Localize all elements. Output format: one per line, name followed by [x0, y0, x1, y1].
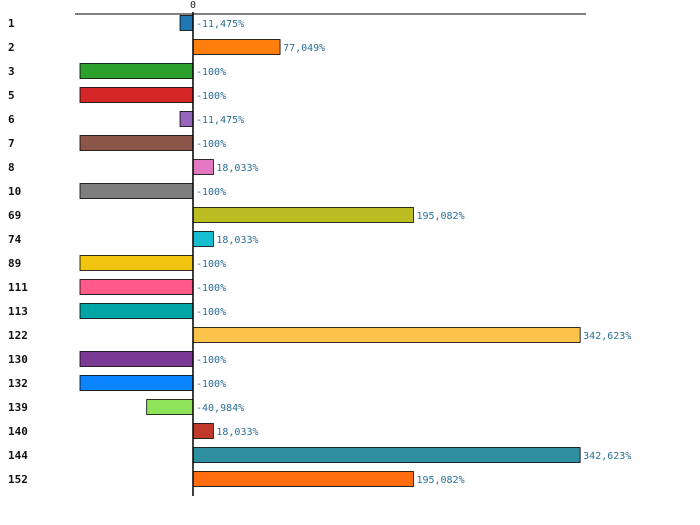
value-label-3: -100%	[196, 67, 226, 78]
bars-group	[79, 15, 581, 487]
bar-111	[79, 279, 194, 295]
bar-6	[179, 111, 194, 127]
value-label-140: 18,033%	[216, 427, 258, 438]
category-label-130: 130	[8, 353, 28, 366]
category-label-7: 7	[8, 137, 15, 150]
value-label-2: 77,049%	[283, 43, 325, 54]
bar-1	[179, 15, 194, 31]
bar-7	[79, 135, 194, 151]
value-label-8: 18,033%	[216, 163, 258, 174]
bar-130	[79, 351, 194, 367]
bar-139	[146, 399, 194, 415]
value-label-69: 195,082%	[416, 211, 464, 222]
category-label-152: 152	[8, 473, 28, 486]
category-label-132: 132	[8, 377, 28, 390]
value-label-10: -100%	[196, 187, 226, 198]
category-label-111: 111	[8, 281, 28, 294]
category-label-144: 144	[8, 449, 28, 462]
zero-tick-label: 0	[190, 0, 196, 11]
bar-132	[79, 375, 194, 391]
category-labels-group: 1 2 3 5 6 7 8 10 69 74 89 111 113 122 130 132 139 140 144 1…	[8, 17, 28, 486]
bar-2	[192, 39, 281, 55]
bar-144	[192, 447, 581, 463]
value-label-132: -100%	[196, 379, 226, 390]
value-label-74: 18,033%	[216, 235, 258, 246]
value-label-152: 195,082%	[416, 475, 464, 486]
category-label-139: 139	[8, 401, 28, 414]
bar-69	[192, 207, 414, 223]
category-label-69: 69	[8, 209, 21, 222]
bar-113	[79, 303, 194, 319]
bar-10	[79, 183, 194, 199]
value-label-130: -100%	[196, 355, 226, 366]
category-label-74: 74	[8, 233, 22, 246]
bar-74	[192, 231, 214, 247]
bar-122	[192, 327, 581, 343]
value-label-122: 342,623%	[583, 331, 631, 342]
category-label-140: 140	[8, 425, 28, 438]
category-label-89: 89	[8, 257, 21, 270]
bar-3	[79, 63, 194, 79]
value-label-113: -100%	[196, 307, 226, 318]
category-label-113: 113	[8, 305, 28, 318]
bar-5	[79, 87, 194, 103]
category-label-3: 3	[8, 65, 15, 78]
category-label-2: 2	[8, 41, 15, 54]
category-label-6: 6	[8, 113, 15, 126]
value-label-1: -11,475%	[196, 19, 244, 30]
bar-152	[192, 471, 414, 487]
category-label-10: 10	[8, 185, 21, 198]
bar-89	[79, 255, 194, 271]
value-label-111: -100%	[196, 283, 226, 294]
category-label-122: 122	[8, 329, 28, 342]
category-label-8: 8	[8, 161, 15, 174]
bar-8	[192, 159, 214, 175]
value-labels-group: -11,475% 77,049% -100% -100% -11,475% -100% 18…	[196, 19, 631, 486]
value-label-7: -100%	[196, 139, 226, 150]
value-label-5: -100%	[196, 91, 226, 102]
category-label-1: 1	[8, 17, 15, 30]
category-label-5: 5	[8, 89, 15, 102]
value-label-144: 342,623%	[583, 451, 631, 462]
value-label-6: -11,475%	[196, 115, 244, 126]
value-label-139: -40,984%	[196, 403, 244, 414]
bar-140	[192, 423, 214, 439]
value-label-89: -100%	[196, 259, 226, 270]
